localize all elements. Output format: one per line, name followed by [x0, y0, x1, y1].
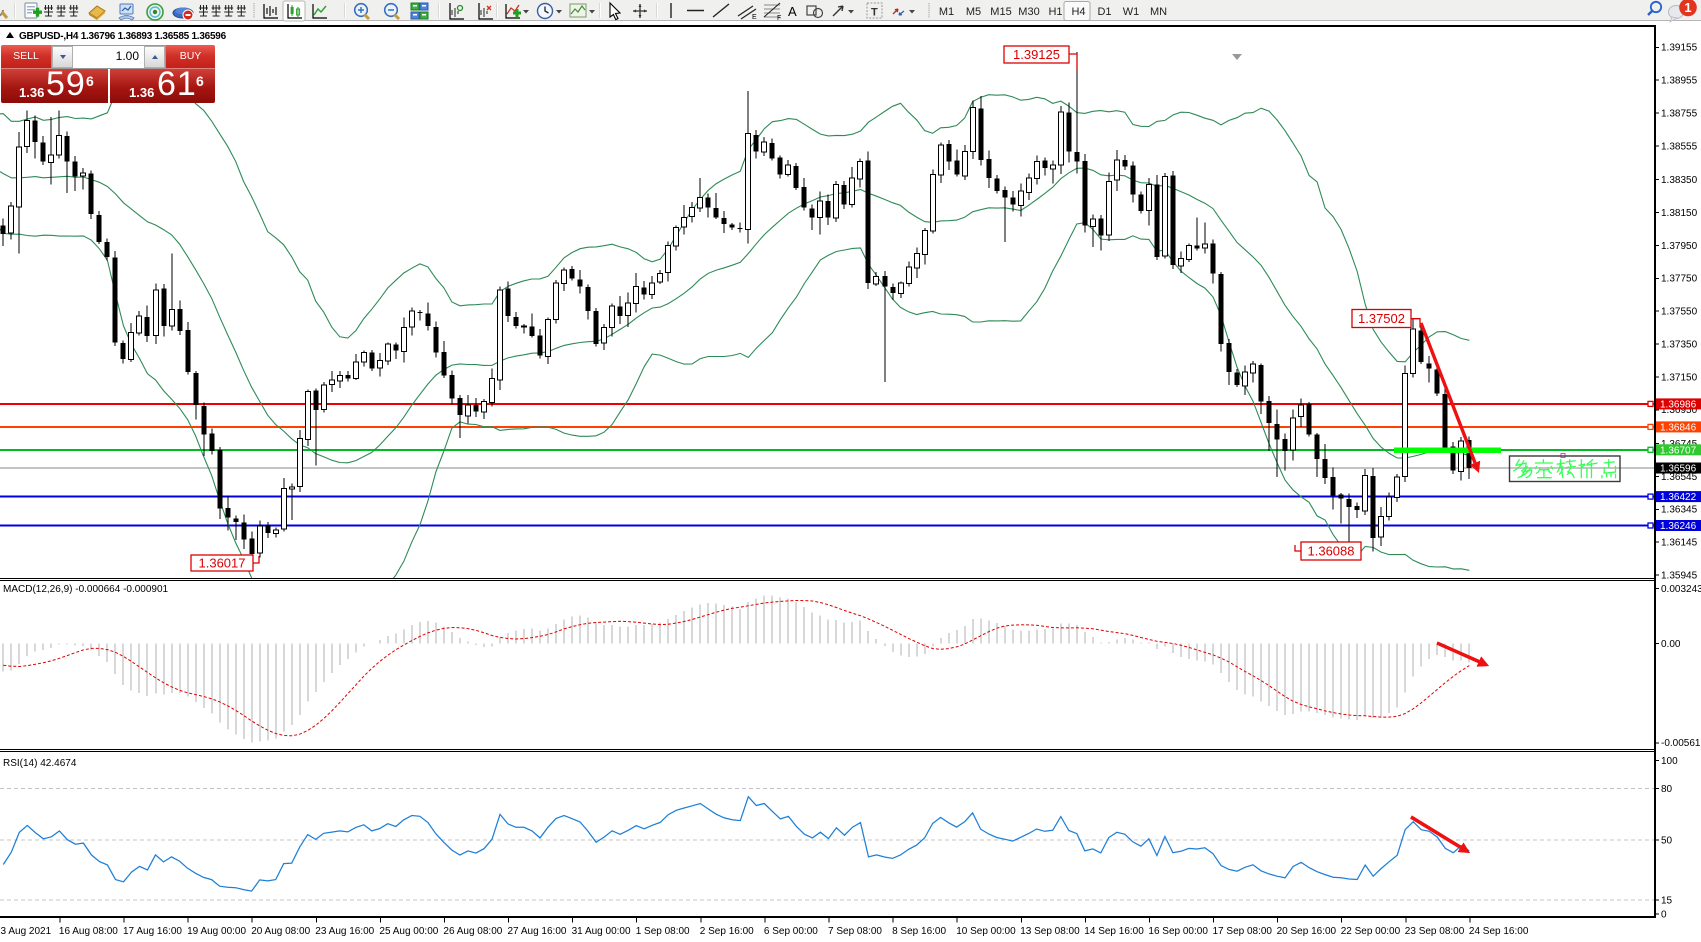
svg-text:1.36596: 1.36596 — [1660, 464, 1697, 475]
svg-text:80: 80 — [1661, 784, 1673, 795]
svg-text:0.003243: 0.003243 — [1661, 584, 1701, 595]
svg-text:1.35945: 1.35945 — [1661, 570, 1698, 581]
svg-text:1.36345: 1.36345 — [1661, 505, 1698, 516]
svg-text:F: F — [777, 15, 781, 22]
svg-text:M1: M1 — [939, 6, 954, 18]
svg-text:20 Aug 08:00: 20 Aug 08:00 — [251, 926, 310, 937]
svg-text:8 Sep 16:00: 8 Sep 16:00 — [892, 926, 946, 937]
svg-text:23 Sep 08:00: 23 Sep 08:00 — [1405, 926, 1465, 937]
svg-text:1.38555: 1.38555 — [1661, 141, 1698, 152]
svg-text:27 Aug 16:00: 27 Aug 16:00 — [508, 926, 567, 937]
svg-text:1: 1 — [1684, 0, 1691, 15]
svg-text:1.38955: 1.38955 — [1661, 76, 1698, 87]
svg-text:50: 50 — [1661, 835, 1673, 846]
svg-text:23 Aug 16:00: 23 Aug 16:00 — [315, 926, 374, 937]
svg-text:16 Sep 00:00: 16 Sep 00:00 — [1148, 926, 1208, 937]
svg-text:1.36707: 1.36707 — [1660, 445, 1697, 456]
svg-text:15: 15 — [1661, 895, 1673, 906]
svg-text:17 Aug 16:00: 17 Aug 16:00 — [123, 926, 182, 937]
svg-text:1 Sep 08:00: 1 Sep 08:00 — [636, 926, 690, 937]
svg-text:25 Aug 00:00: 25 Aug 00:00 — [379, 926, 438, 937]
svg-text:1.37750: 1.37750 — [1661, 274, 1698, 285]
svg-text:H1: H1 — [1048, 6, 1062, 18]
svg-text:1.36986: 1.36986 — [1660, 400, 1697, 411]
svg-text:26 Aug 08:00: 26 Aug 08:00 — [443, 926, 502, 937]
svg-text:31 Aug 00:00: 31 Aug 00:00 — [572, 926, 631, 937]
svg-text:1.37350: 1.37350 — [1661, 339, 1698, 350]
svg-text:1.37150: 1.37150 — [1661, 372, 1698, 383]
svg-text:1.36846: 1.36846 — [1660, 423, 1697, 434]
svg-text:1.36088: 1.36088 — [1308, 544, 1355, 559]
svg-text:MN: MN — [1150, 6, 1167, 18]
svg-text:22 Sep 00:00: 22 Sep 00:00 — [1341, 926, 1401, 937]
svg-text:1.38350: 1.38350 — [1661, 175, 1698, 186]
svg-text:14 Sep 16:00: 14 Sep 16:00 — [1084, 926, 1144, 937]
svg-text:RSI(14) 42.4674: RSI(14) 42.4674 — [3, 758, 77, 769]
svg-text:1.36246: 1.36246 — [1660, 521, 1697, 532]
svg-text:1.39155: 1.39155 — [1661, 43, 1698, 54]
svg-text:20 Sep 16:00: 20 Sep 16:00 — [1277, 926, 1337, 937]
svg-text:T: T — [871, 7, 878, 19]
svg-text:GBPUSD-,H4 1.36796 1.36893 1.: GBPUSD-,H4 1.36796 1.36893 1.36585 1.365… — [19, 31, 227, 42]
svg-text:E: E — [752, 14, 757, 21]
svg-text:-0.005616: -0.005616 — [1661, 738, 1701, 749]
svg-text:1.36145: 1.36145 — [1661, 538, 1698, 549]
svg-text:1.39125: 1.39125 — [1013, 47, 1060, 62]
svg-text:M5: M5 — [966, 6, 981, 18]
svg-text:17 Sep 08:00: 17 Sep 08:00 — [1213, 926, 1273, 937]
svg-text:1.37550: 1.37550 — [1661, 307, 1698, 318]
svg-text:MACD(12,26,9) -0.000664 -0.000: MACD(12,26,9) -0.000664 -0.000901 — [3, 584, 169, 595]
svg-text:2 Sep 16:00: 2 Sep 16:00 — [700, 926, 754, 937]
svg-text:16 Aug 08:00: 16 Aug 08:00 — [59, 926, 118, 937]
svg-text:W1: W1 — [1123, 6, 1140, 18]
svg-text:A: A — [788, 4, 797, 19]
svg-text:1.36950: 1.36950 — [1661, 405, 1698, 416]
svg-text:0.00: 0.00 — [1661, 639, 1681, 650]
svg-text:7 Sep 08:00: 7 Sep 08:00 — [828, 926, 882, 937]
svg-text:19 Aug 00:00: 19 Aug 00:00 — [187, 926, 246, 937]
svg-text:H4: H4 — [1071, 6, 1085, 18]
svg-text:24 Sep 16:00: 24 Sep 16:00 — [1469, 926, 1529, 937]
svg-text:M30: M30 — [1018, 6, 1039, 18]
svg-text:1.38150: 1.38150 — [1661, 208, 1698, 219]
svg-text:100: 100 — [1661, 756, 1678, 767]
svg-text:1.36545: 1.36545 — [1661, 472, 1698, 483]
svg-text:1.36017: 1.36017 — [199, 556, 246, 571]
svg-text:1.37502: 1.37502 — [1358, 311, 1405, 326]
svg-text:1.37950: 1.37950 — [1661, 241, 1698, 252]
svg-text:13 Sep 08:00: 13 Sep 08:00 — [1020, 926, 1080, 937]
svg-text:D1: D1 — [1097, 6, 1111, 18]
svg-text:1.38755: 1.38755 — [1661, 109, 1698, 120]
svg-text:0: 0 — [1661, 909, 1667, 920]
svg-text:M15: M15 — [990, 6, 1011, 18]
svg-text:10 Sep 00:00: 10 Sep 00:00 — [956, 926, 1016, 937]
svg-text:6 Sep 00:00: 6 Sep 00:00 — [764, 926, 818, 937]
svg-text:1.36422: 1.36422 — [1660, 492, 1697, 503]
svg-text:13 Aug 2021: 13 Aug 2021 — [0, 926, 52, 937]
